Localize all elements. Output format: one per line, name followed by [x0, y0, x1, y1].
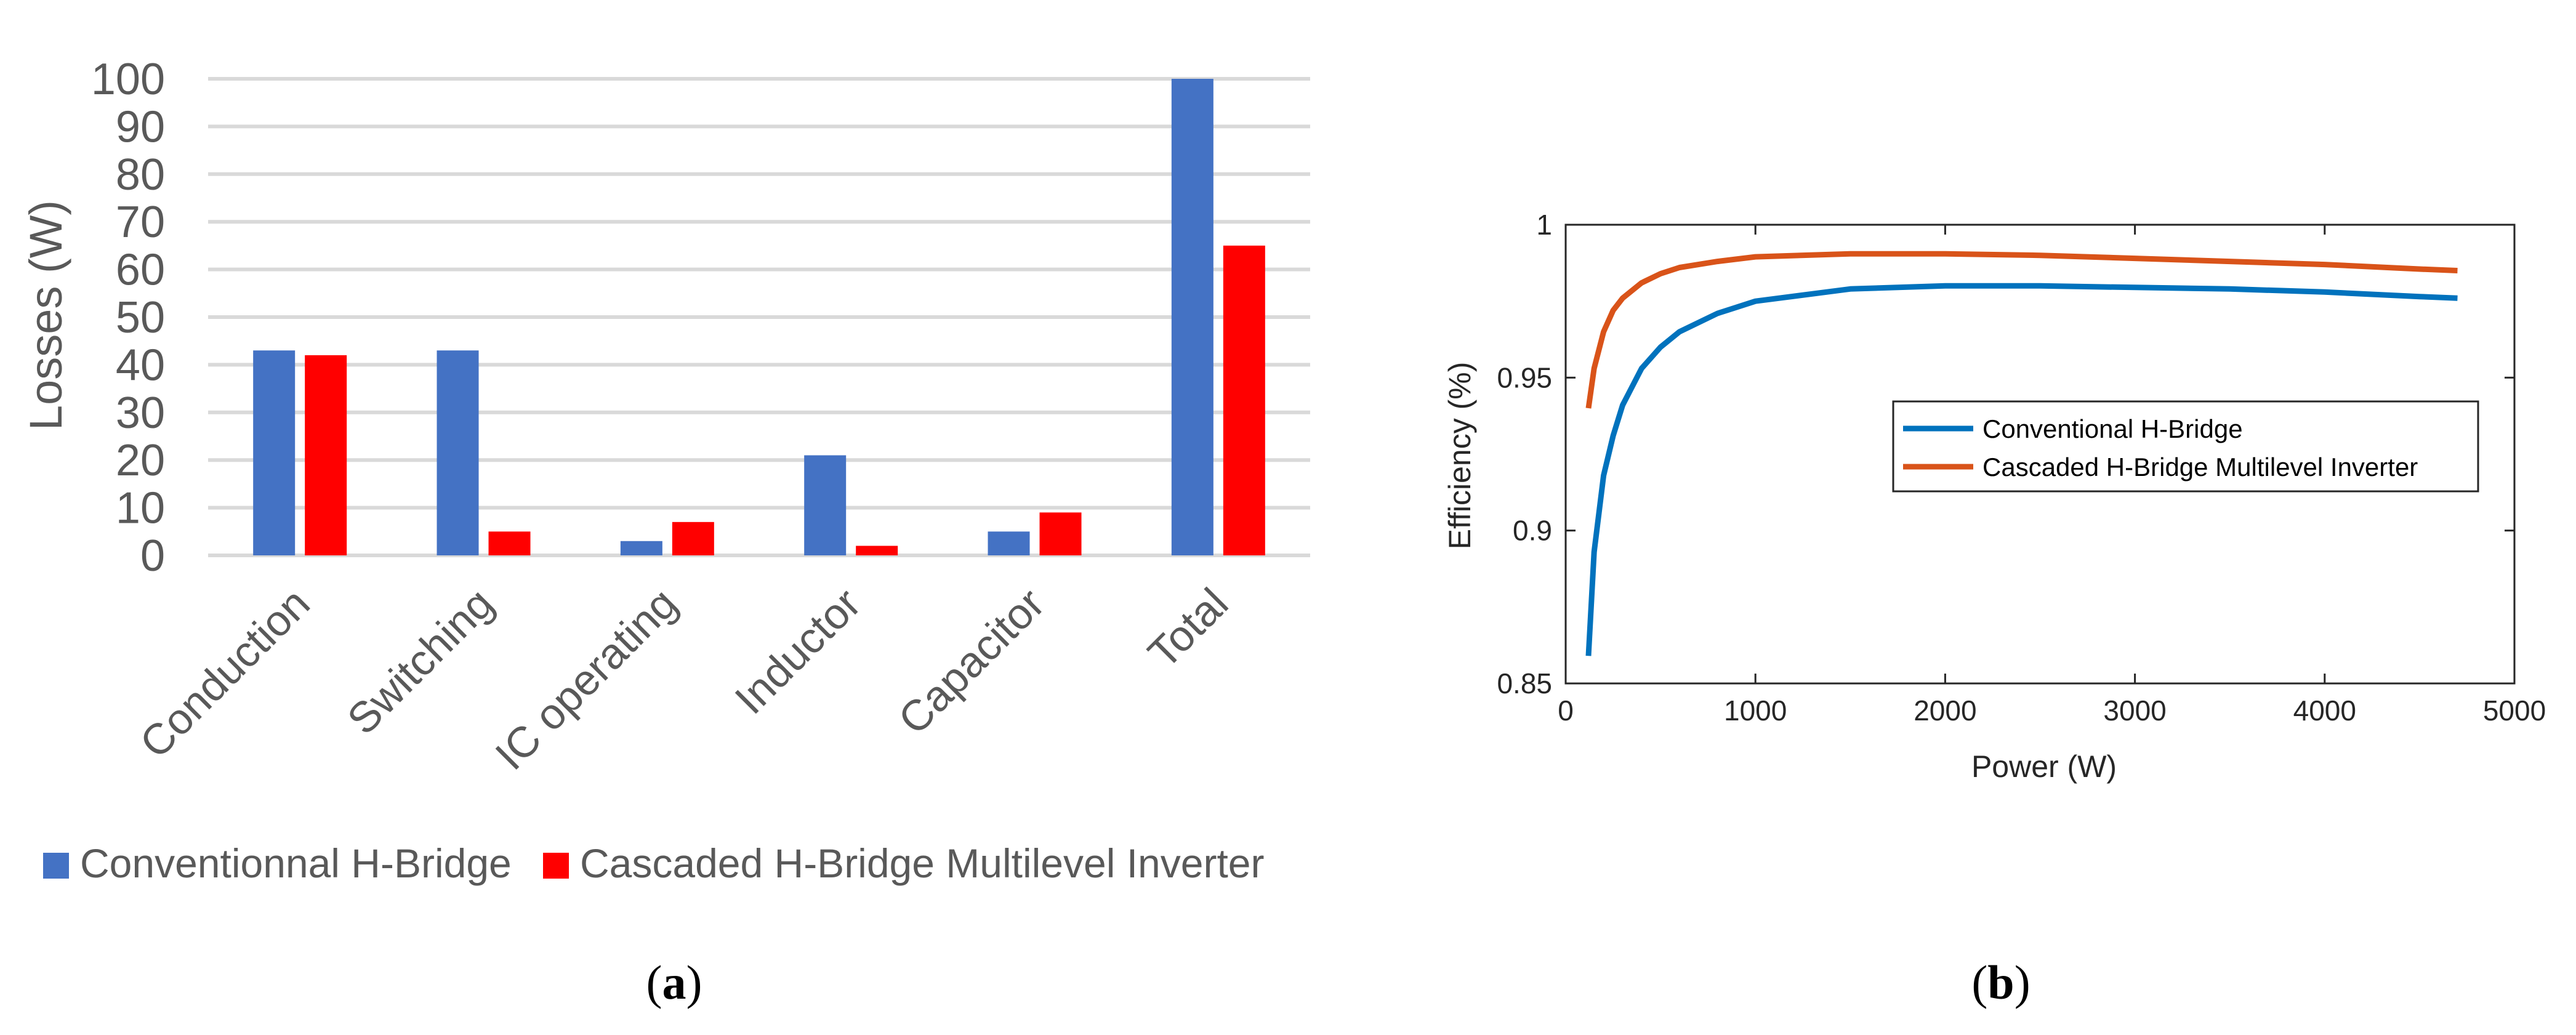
- legend-box: [1892, 400, 2479, 493]
- y-axis-label: Losses (W): [20, 200, 71, 430]
- y-axis-label: Efficiency (%): [1443, 362, 1477, 550]
- bar-conventional-conduction: [253, 350, 296, 555]
- bar-conventional-inductor: [804, 455, 847, 555]
- y-tick-label: 0.95: [1497, 361, 1552, 393]
- y-tick-label: 0.85: [1497, 667, 1552, 699]
- y-tick-label: 30: [116, 389, 165, 438]
- bar-conventional-total: [1171, 79, 1214, 555]
- x-tick-label: 1000: [1724, 695, 1787, 727]
- bar-conventional-capacitor: [988, 531, 1030, 555]
- x-tick-label: Total: [1139, 579, 1238, 677]
- y-tick-labels: 0.85 0.9 0.95 1: [1497, 209, 1552, 699]
- bar-cascaded-ic-operating: [672, 522, 714, 555]
- bars: [253, 79, 1265, 555]
- bar-cascaded-capacitor: [1039, 512, 1082, 555]
- plot-frame: [1564, 224, 2516, 685]
- x-tick-label: IC operating: [486, 579, 686, 779]
- legend: Conventional H-Bridge Cascaded H-Bridge M…: [1892, 400, 2479, 493]
- y-tick-label: 0: [140, 531, 165, 581]
- y-tick-label: 60: [116, 246, 165, 295]
- y-tick-label: 10: [116, 484, 165, 533]
- bar-conventional-switching: [437, 350, 479, 555]
- grid-lines: [208, 77, 1310, 557]
- legend-label: Conventional H-Bridge: [1982, 414, 2243, 443]
- x-axis-label: Power (W): [1971, 749, 2117, 784]
- x-tick-label: 2000: [1914, 695, 1976, 727]
- legend-swatch: [43, 853, 69, 879]
- panel-label-a: (a): [646, 956, 702, 1009]
- x-tick-label: 0: [1558, 695, 1574, 727]
- x-tick-label: Conduction: [131, 579, 319, 767]
- bar-cascaded-inductor: [856, 546, 898, 555]
- x-tick-label: Capacitor: [889, 579, 1053, 743]
- panel-label-b: (b): [1971, 956, 2030, 1009]
- bar-conventional-ic-operating: [620, 541, 662, 555]
- y-tick-label: 0.9: [1513, 515, 1552, 547]
- legend-label: Cascaded H-Bridge Multilevel Inverter: [1982, 453, 2418, 481]
- y-tick-label: 70: [116, 198, 165, 247]
- bar-cascaded-total: [1223, 245, 1265, 555]
- series-lines: [1585, 251, 2458, 656]
- x-tick-label: 5000: [2483, 695, 2546, 727]
- y-tick-label: 1: [1536, 209, 1552, 241]
- legend: Conventionnal H-Bridge Cascaded H-Bridge …: [43, 840, 1264, 886]
- y-tick-label: 20: [116, 436, 165, 485]
- legend-label: Cascaded H-Bridge Multilevel Inverter: [580, 840, 1264, 886]
- legend-label: Conventionnal H-Bridge: [80, 840, 512, 886]
- line-chart-efficiency: 0.85 0.9 0.95 1 0 1000 2000 3000 4000 5000 Power…: [1443, 209, 2546, 784]
- y-tick-label: 50: [116, 293, 165, 342]
- bar-cascaded-switching: [488, 531, 531, 555]
- y-tick-label: 80: [116, 150, 165, 199]
- legend-swatch: [543, 853, 569, 879]
- x-tick-label: Switching: [338, 579, 502, 743]
- y-tick-label: 40: [116, 340, 165, 390]
- x-tick-label: Inductor: [726, 579, 870, 723]
- y-tick-label: 90: [116, 102, 165, 151]
- tick-marks: [1564, 224, 2516, 685]
- bar-cascaded-conduction: [305, 355, 347, 555]
- y-tick-label: 100: [91, 55, 165, 104]
- x-tick-label: 4000: [2293, 695, 2356, 727]
- x-tick-label: 3000: [2103, 695, 2166, 727]
- series-line-cascaded: [1585, 251, 2458, 409]
- series-line-conventional: [1585, 283, 2458, 656]
- x-tick-labels: 0 1000 2000 3000 4000 5000: [1558, 695, 2546, 727]
